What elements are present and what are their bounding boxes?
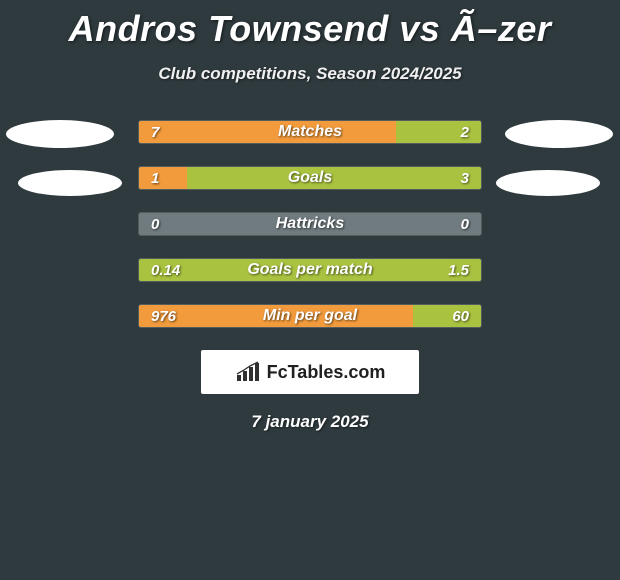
- stat-value-left: 0: [151, 213, 159, 235]
- page-title: Andros Townsend vs Ã–zer: [0, 0, 620, 50]
- stat-label: Hattricks: [139, 213, 481, 235]
- brand-text: FcTables.com: [267, 362, 386, 383]
- brand-box: FcTables.com: [201, 350, 419, 394]
- stat-row: 97660Min per goal: [138, 304, 482, 328]
- subtitle: Club competitions, Season 2024/2025: [0, 64, 620, 84]
- avatar-ellipse: [6, 120, 114, 148]
- stat-bar-right: [413, 305, 481, 327]
- stat-bar-left: [139, 305, 413, 327]
- comparison-stage: 72Matches 13Goals 0 0Hattricks 0.141.5Goals …: [0, 120, 620, 328]
- stat-bar-left: [139, 167, 187, 189]
- avatar-ellipse: [18, 170, 122, 196]
- stat-bar-right: [187, 167, 481, 189]
- bar-chart-icon: [235, 361, 263, 383]
- stat-bar-left: [139, 121, 396, 143]
- bars-container: 72Matches 13Goals 0 0Hattricks 0.141.5Goals …: [138, 120, 482, 328]
- stat-row: 0 0Hattricks: [138, 212, 482, 236]
- avatar-ellipse: [496, 170, 600, 196]
- date-text: 7 january 2025: [0, 412, 620, 432]
- stat-bar-right: [396, 121, 482, 143]
- stat-bar-right: [139, 259, 481, 281]
- stat-row: 0.141.5Goals per match: [138, 258, 482, 282]
- stat-row: 13Goals: [138, 166, 482, 190]
- avatar-ellipse: [505, 120, 613, 148]
- stat-value-right: 0: [461, 213, 469, 235]
- stat-row: 72Matches: [138, 120, 482, 144]
